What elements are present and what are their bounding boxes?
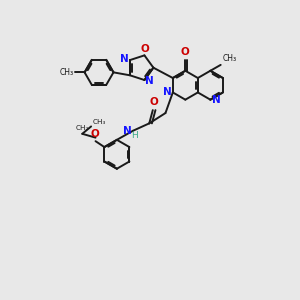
Text: CH₃: CH₃ [93,119,106,125]
Text: N: N [120,54,129,64]
Text: CH₂: CH₂ [76,125,89,131]
Text: H: H [131,130,138,140]
Text: O: O [141,44,150,54]
Text: O: O [149,97,158,107]
Text: CH₃: CH₃ [60,68,74,77]
Text: O: O [91,129,99,139]
Text: N: N [163,87,171,98]
Text: O: O [181,46,190,57]
Text: N: N [123,126,131,136]
Text: CH₃: CH₃ [222,54,236,63]
Text: N: N [212,95,220,105]
Text: N: N [145,76,154,86]
